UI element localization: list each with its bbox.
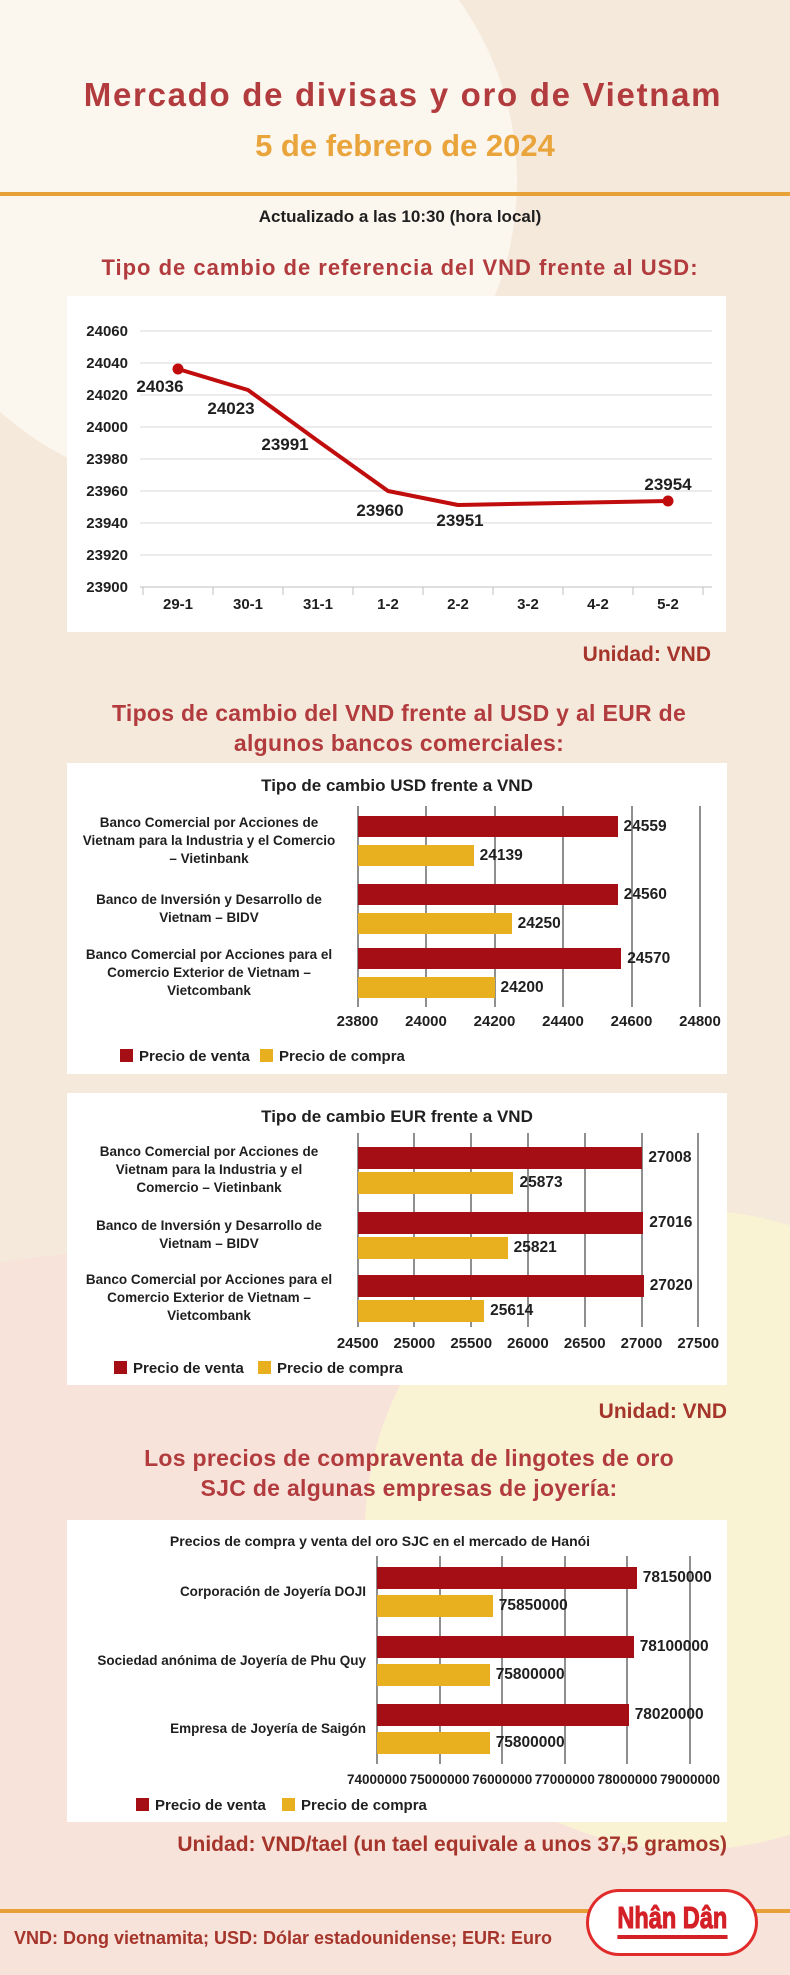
svg-text:24023: 24023 <box>207 399 254 418</box>
svg-text:23940: 23940 <box>86 515 128 532</box>
svg-text:23960: 23960 <box>86 483 128 500</box>
svg-text:3-2: 3-2 <box>517 596 539 613</box>
svg-text:24060: 24060 <box>86 323 128 340</box>
svg-text:24036: 24036 <box>136 377 183 396</box>
svg-text:31-1: 31-1 <box>303 596 333 613</box>
svg-text:5-2: 5-2 <box>657 596 679 613</box>
svg-text:24040: 24040 <box>86 355 128 372</box>
svg-text:23991: 23991 <box>261 435 308 454</box>
svg-text:4-2: 4-2 <box>587 596 609 613</box>
svg-text:29-1: 29-1 <box>163 596 193 613</box>
svg-text:2-2: 2-2 <box>447 596 469 613</box>
svg-text:24000: 24000 <box>86 419 128 436</box>
svg-text:30-1: 30-1 <box>233 596 263 613</box>
svg-text:1-2: 1-2 <box>377 596 399 613</box>
svg-text:24020: 24020 <box>86 387 128 404</box>
svg-text:23920: 23920 <box>86 547 128 564</box>
svg-text:23900: 23900 <box>86 579 128 596</box>
svg-text:23954: 23954 <box>644 475 692 494</box>
svg-text:23951: 23951 <box>436 511 483 530</box>
svg-text:23960: 23960 <box>356 501 403 520</box>
svg-text:23980: 23980 <box>86 451 128 468</box>
